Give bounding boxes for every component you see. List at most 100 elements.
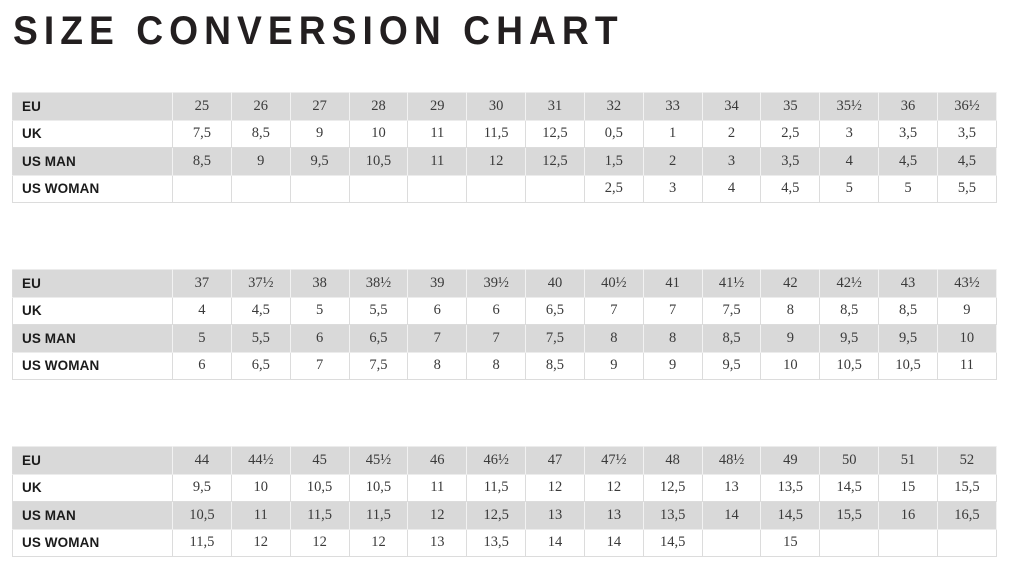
size-cell: 11,5 <box>466 473 527 502</box>
size-table-1-body: EU 25 26 27 28 29 30 31 32 33 34 35 35½ 36 36½ UK 7,5 8,5… <box>12 92 997 203</box>
size-cell: 36 <box>878 92 938 121</box>
size-cell: 6,5 <box>348 324 409 353</box>
row-label-us_man: US MAN <box>12 324 173 353</box>
size-cell: 13,5 <box>760 473 821 502</box>
size-cell: 9 <box>936 296 997 325</box>
size-cell: 7,5 <box>701 296 762 325</box>
size-cell: 12 <box>525 473 585 502</box>
row-label-us_man: US MAN <box>12 147 173 176</box>
size-cell: 9 <box>583 351 644 380</box>
size-cell: 14 <box>583 528 644 557</box>
size-cell: 5 <box>172 324 232 353</box>
size-cell: 14,5 <box>819 473 880 502</box>
size-cell: 29 <box>407 92 468 121</box>
size-cell: 36½ <box>936 92 997 121</box>
size-cell: 26 <box>230 92 291 121</box>
size-cell <box>172 174 232 203</box>
size-cell: 14 <box>525 528 585 557</box>
size-cell: 5 <box>289 296 350 325</box>
table-row: US MAN 10,5 11 11,5 11,5 12 12,5 13 13 13,5 14 14,5… <box>12 501 997 530</box>
size-cell: 16,5 <box>936 501 997 530</box>
size-cell: 11,5 <box>466 119 527 148</box>
size-cell: 38 <box>289 269 350 298</box>
size-cell: 13,5 <box>466 528 527 557</box>
size-cell: 3 <box>819 119 880 148</box>
size-cell: 28 <box>348 92 409 121</box>
size-cell: 12,5 <box>525 147 585 176</box>
size-cell: 48½ <box>701 446 762 475</box>
size-cell: 2,5 <box>760 119 821 148</box>
row-label-us_woman: US WOMAN <box>12 351 173 380</box>
size-cell: 37 <box>172 269 232 298</box>
size-cell: 4 <box>819 147 880 176</box>
size-cell <box>348 174 409 203</box>
size-cell: 8 <box>407 351 468 380</box>
size-cell <box>466 174 527 203</box>
table-row: EU 44 44½ 45 45½ 46 46½ 47 47½ 48 48½ 49 50 51 52 <box>12 446 997 475</box>
size-cell: 46 <box>407 446 468 475</box>
size-cell: 9,5 <box>878 324 938 353</box>
size-cell: 30 <box>466 92 527 121</box>
size-cell: 13 <box>525 501 585 530</box>
size-cell: 11 <box>230 501 291 530</box>
row-label-eu: EU <box>12 92 173 121</box>
table-row: EU 25 26 27 28 29 30 31 32 33 34 35 35½ 36 36½ <box>12 92 997 121</box>
size-cell: 9 <box>289 119 350 148</box>
row-label-uk: UK <box>12 119 173 148</box>
size-cell: 9,5 <box>819 324 880 353</box>
size-cell: 16 <box>878 501 938 530</box>
size-cell: 13 <box>583 501 644 530</box>
size-cell: 44 <box>172 446 232 475</box>
size-cell: 8,5 <box>230 119 291 148</box>
size-cell: 3 <box>642 174 703 203</box>
size-cell: 10 <box>348 119 409 148</box>
size-cell: 12 <box>583 473 644 502</box>
size-cell <box>407 174 468 203</box>
size-cell <box>230 174 291 203</box>
size-cell: 51 <box>878 446 938 475</box>
size-cell: 5,5 <box>936 174 997 203</box>
size-cell: 35 <box>760 92 821 121</box>
table-row: EU 37 37½ 38 38½ 39 39½ 40 40½ 41 41½ 42 42½ 43 43½ <box>12 269 997 298</box>
size-cell: 39 <box>407 269 468 298</box>
size-cell: 8,5 <box>525 351 585 380</box>
size-cell: 27 <box>289 92 350 121</box>
size-cell: 14,5 <box>760 501 821 530</box>
size-cell: 13 <box>701 473 762 502</box>
size-cell: 2 <box>701 119 762 148</box>
size-cell: 10 <box>760 351 821 380</box>
size-cell: 11,5 <box>289 501 350 530</box>
size-cell: 8,5 <box>878 296 938 325</box>
size-cell: 34 <box>701 92 762 121</box>
size-cell: 11 <box>407 119 468 148</box>
size-cell: 7,5 <box>172 119 232 148</box>
size-cell: 33 <box>642 92 703 121</box>
size-cell: 9 <box>230 147 291 176</box>
size-cell: 13 <box>407 528 468 557</box>
table-row: US WOMAN 2,5 3 4 4,5 5 5 5,5 <box>12 174 997 203</box>
size-cell <box>525 174 585 203</box>
size-cell: 13,5 <box>642 501 703 530</box>
size-cell: 8 <box>642 324 703 353</box>
size-cell: 5,5 <box>230 324 291 353</box>
size-cell: 11 <box>407 147 468 176</box>
size-cell: 7 <box>642 296 703 325</box>
size-cell: 8 <box>760 296 821 325</box>
size-cell: 8 <box>583 324 644 353</box>
size-cell: 10,5 <box>172 501 232 530</box>
size-cell: 31 <box>525 92 585 121</box>
size-cell: 15,5 <box>819 501 880 530</box>
size-cell: 1 <box>642 119 703 148</box>
size-cell: 6 <box>407 296 468 325</box>
size-table-3: EU 44 44½ 45 45½ 46 46½ 47 47½ 48 48½ 49 50 51 52 UK 9,5… <box>12 446 997 557</box>
size-cell: 7,5 <box>525 324 585 353</box>
size-cell: 12,5 <box>466 501 527 530</box>
size-cell: 10 <box>230 473 291 502</box>
size-cell: 14 <box>701 501 762 530</box>
table-row: US WOMAN 6 6,5 7 7,5 8 8 8,5 9 9 9,5 10 10,5 10,5 11 <box>12 351 997 380</box>
size-cell <box>289 174 350 203</box>
size-cell: 46½ <box>466 446 527 475</box>
table-row: UK 7,5 8,5 9 10 11 11,5 12,5 0,5 1 2 2,5 3 3,5 3,5 <box>12 119 997 148</box>
size-cell: 49 <box>760 446 821 475</box>
size-cell: 6 <box>466 296 527 325</box>
